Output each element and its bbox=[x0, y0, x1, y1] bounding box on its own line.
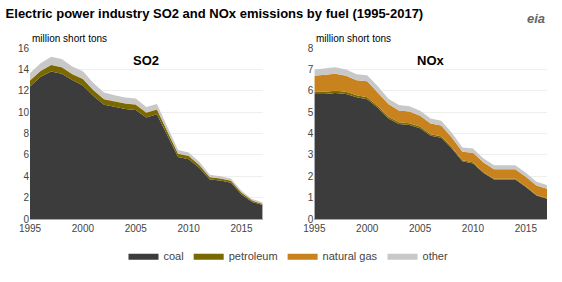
svg-text:4: 4 bbox=[23, 171, 29, 182]
svg-text:6: 6 bbox=[308, 85, 314, 96]
svg-text:2005: 2005 bbox=[409, 223, 432, 234]
svg-text:petroleum: petroleum bbox=[229, 250, 278, 262]
svg-text:2015: 2015 bbox=[230, 223, 253, 234]
svg-text:6: 6 bbox=[23, 149, 29, 160]
svg-text:2: 2 bbox=[308, 171, 314, 182]
svg-text:2000: 2000 bbox=[72, 223, 95, 234]
svg-text:1995: 1995 bbox=[19, 223, 42, 234]
svg-text:10: 10 bbox=[18, 107, 30, 118]
svg-text:2010: 2010 bbox=[462, 223, 485, 234]
svg-text:1995: 1995 bbox=[303, 223, 326, 234]
svg-text:2015: 2015 bbox=[515, 223, 538, 234]
svg-text:2010: 2010 bbox=[178, 223, 201, 234]
svg-text:5: 5 bbox=[308, 107, 314, 118]
svg-text:Electric power industry SO2 an: Electric power industry SO2 and NOx emis… bbox=[6, 6, 424, 21]
svg-text:0: 0 bbox=[308, 214, 314, 225]
svg-text:3: 3 bbox=[308, 149, 314, 160]
svg-text:8: 8 bbox=[23, 128, 29, 139]
svg-text:4: 4 bbox=[308, 128, 314, 139]
svg-text:eia: eia bbox=[527, 11, 545, 26]
svg-text:14: 14 bbox=[18, 64, 30, 75]
svg-text:0: 0 bbox=[23, 214, 29, 225]
svg-text:16: 16 bbox=[18, 43, 30, 54]
svg-text:SO2: SO2 bbox=[133, 53, 159, 68]
svg-text:million short tons: million short tons bbox=[32, 33, 107, 44]
svg-text:2005: 2005 bbox=[125, 223, 148, 234]
svg-text:other: other bbox=[423, 250, 448, 262]
svg-text:7: 7 bbox=[308, 64, 314, 75]
svg-text:2: 2 bbox=[23, 192, 29, 203]
svg-text:coal: coal bbox=[164, 250, 184, 262]
svg-text:2000: 2000 bbox=[356, 223, 379, 234]
svg-text:12: 12 bbox=[18, 85, 30, 96]
svg-text:NOx: NOx bbox=[417, 53, 445, 68]
svg-text:million short tons: million short tons bbox=[316, 33, 391, 44]
svg-text:natural gas: natural gas bbox=[323, 250, 378, 262]
svg-text:8: 8 bbox=[308, 43, 314, 54]
svg-text:1: 1 bbox=[308, 192, 314, 203]
